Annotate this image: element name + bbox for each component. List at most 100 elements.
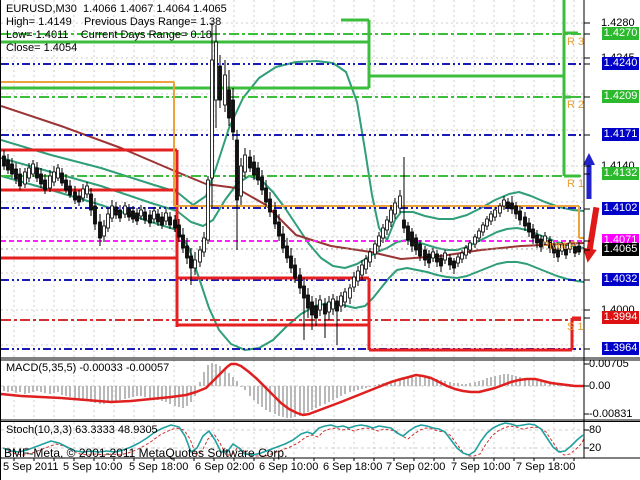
candle-body [310, 301, 314, 316]
macd-histogram-bar [207, 365, 209, 386]
candle-body [389, 209, 393, 223]
candle-body [306, 294, 310, 309]
candle-body [18, 173, 22, 187]
close-line: Close= 1.4054 [6, 42, 78, 54]
macd-histogram-bar [7, 386, 9, 392]
candle-body [135, 212, 139, 222]
candle-body [381, 227, 385, 239]
candle-body [268, 198, 272, 213]
candle-body [543, 235, 547, 243]
candle-body [131, 210, 135, 220]
macd-histogram-bar [153, 386, 155, 399]
macd-histogram-bar [469, 383, 471, 386]
candle-body [189, 255, 193, 269]
candle-body [85, 185, 89, 195]
candle-body [577, 245, 581, 253]
sell-arrow-object[interactable] [581, 206, 604, 264]
macd-histogram-bar [69, 386, 71, 397]
macd-histogram-bar [299, 386, 301, 416]
bollinger-upper-band [1, 60, 585, 241]
candle-body [293, 264, 297, 279]
candle-body [502, 199, 506, 207]
macd-histogram-bar [182, 386, 184, 408]
macd-indicator-label: MACD(5,35,5) -0.00033 -0.00057 [6, 362, 170, 374]
macd-histogram-bar [519, 377, 521, 386]
copyright-text: BMF-Meta, © 2001-2011 MetaQuotes Softwar… [4, 446, 288, 460]
candle-body [177, 224, 181, 238]
candle-body [506, 201, 510, 209]
price-badge: 1.4240 [602, 57, 639, 70]
macd-histogram-bar [482, 380, 484, 386]
candle-body [252, 161, 256, 176]
macd-histogram-bar [290, 386, 292, 418]
price-badge: 1.4209 [602, 90, 639, 103]
macd-histogram-bar [53, 386, 55, 393]
candle-body [181, 234, 185, 249]
candle-body [289, 255, 293, 269]
macd-histogram-bar [524, 378, 526, 386]
pivot-level-label: Pivot P [542, 240, 577, 252]
candle-body [160, 216, 164, 226]
macd-histogram-bar [407, 378, 409, 386]
stoch-signal-line [7, 425, 585, 457]
candle-body [10, 163, 14, 175]
macd-histogram-bar [503, 374, 505, 386]
candle-body [323, 303, 327, 315]
candle-body [385, 219, 389, 231]
candle-body [73, 191, 77, 201]
candle-body [510, 202, 514, 210]
macd-histogram-bar [219, 366, 221, 386]
macd-histogram-bar [461, 384, 463, 386]
candle-body [568, 242, 572, 250]
candle-body [164, 212, 168, 222]
buy-arrow-object[interactable] [583, 153, 595, 199]
candle-body [239, 165, 243, 197]
macd-histogram-bar [274, 386, 276, 414]
macd-histogram-bar [224, 369, 226, 386]
macd-histogram-bar [40, 386, 42, 392]
candle-body [402, 219, 406, 229]
candle-body [110, 205, 114, 219]
macd-histogram-bar [57, 386, 59, 392]
macd-histogram-bar [115, 386, 117, 401]
macd-histogram-bar [78, 386, 80, 399]
time-axis-label: 5 Sep 2011 [3, 461, 59, 473]
candle-body [518, 210, 522, 221]
time-axis-label: 6 Sep 10:00 [259, 461, 319, 473]
candle-body [414, 237, 418, 251]
macd-histogram-bar [319, 386, 321, 406]
macd-histogram-bar [32, 386, 34, 392]
macd-histogram-bar [353, 386, 355, 391]
candle-body [435, 253, 439, 263]
candle-body [285, 245, 289, 259]
stoch-indicator-label: Stoch(10,3,3) 63.3333 48.9305 [6, 424, 158, 436]
candle-body [31, 163, 35, 175]
macd-histogram-bar [94, 386, 96, 403]
macd-histogram-bar [169, 386, 171, 404]
candle-body [118, 209, 122, 219]
macd-histogram-bar [269, 386, 271, 412]
macd-histogram-bar [494, 376, 496, 386]
candle-body [14, 168, 18, 180]
candle-body [260, 176, 264, 191]
macd-histogram-bar [536, 381, 538, 386]
high-range-line: High= 1.4149 Previous Days Range= 1.38 [6, 16, 222, 28]
time-axis-label: 6 Sep 02:00 [195, 461, 255, 473]
macd-histogram-bar [432, 378, 434, 386]
candle-body [335, 300, 339, 312]
macd-histogram-bar [490, 377, 492, 386]
candle-body [264, 187, 268, 203]
macd-histogram-bar [3, 386, 5, 391]
macd-histogram-bar [328, 386, 330, 402]
candle-body [352, 276, 356, 288]
candle-body [423, 249, 427, 261]
price-axis-label: 1.4280 [601, 17, 635, 29]
macd-histogram-bar [128, 386, 130, 398]
stoch-scale-label: 80 [589, 424, 602, 436]
macd-histogram-bar [253, 386, 255, 400]
macd-histogram-bar [474, 382, 476, 386]
candle-body [193, 259, 197, 269]
candle-body [143, 211, 147, 221]
candle-body [481, 224, 485, 233]
